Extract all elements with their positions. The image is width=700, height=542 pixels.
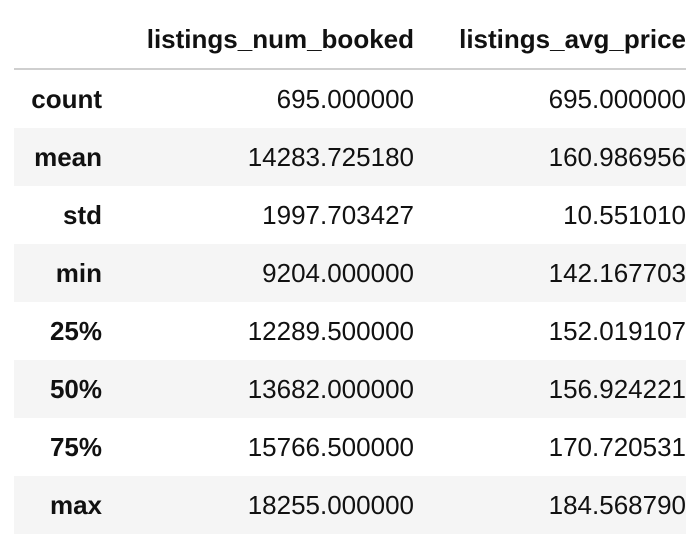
table-cell: 160.986956 [548, 141, 686, 172]
table-cell: 152.019107 [548, 315, 686, 346]
table-row: std 1997.703427 10.551010 [14, 186, 686, 244]
table-row: min 9204.000000 142.167703 [14, 244, 686, 302]
header-row: listings_num_booked listings_avg_price [14, 10, 686, 70]
row-label: max [49, 489, 102, 520]
table-row: mean 14283.725180 160.986956 [14, 128, 686, 186]
table-cell: 184.568790 [548, 489, 686, 520]
table-cell: 14283.725180 [247, 141, 414, 172]
table-row: 25% 12289.500000 152.019107 [14, 302, 686, 360]
table-row: 75% 15766.500000 170.720531 [14, 418, 686, 476]
index-header [14, 10, 102, 70]
table-cell: 9204.000000 [262, 257, 414, 288]
table-cell: 10.551010 [563, 199, 686, 230]
table-cell: 15766.500000 [247, 431, 414, 462]
table-cell: 156.924221 [548, 373, 686, 404]
table-cell: 142.167703 [548, 257, 686, 288]
table-row: max 18255.000000 184.568790 [14, 476, 686, 534]
table-cell: 170.720531 [548, 431, 686, 462]
table-cell: 13682.000000 [247, 373, 414, 404]
row-label: 75% [49, 431, 102, 462]
describe-table: listings_num_booked listings_avg_price c… [14, 10, 686, 534]
row-label: std [63, 199, 102, 230]
table-cell: 12289.500000 [247, 315, 414, 346]
column-header: listings_avg_price [414, 10, 686, 70]
row-label: 25% [49, 315, 102, 346]
table-cell: 1997.703427 [262, 199, 414, 230]
row-label: min [55, 257, 102, 288]
table-row: count 695.000000 695.000000 [14, 69, 686, 128]
table-cell: 695.000000 [276, 83, 414, 114]
column-header: listings_num_booked [102, 10, 414, 70]
table-cell: 695.000000 [548, 83, 686, 114]
table-row: 50% 13682.000000 156.924221 [14, 360, 686, 418]
row-label: count [31, 83, 102, 114]
row-label: mean [34, 141, 102, 172]
table-cell: 18255.000000 [247, 489, 414, 520]
row-label: 50% [49, 373, 102, 404]
